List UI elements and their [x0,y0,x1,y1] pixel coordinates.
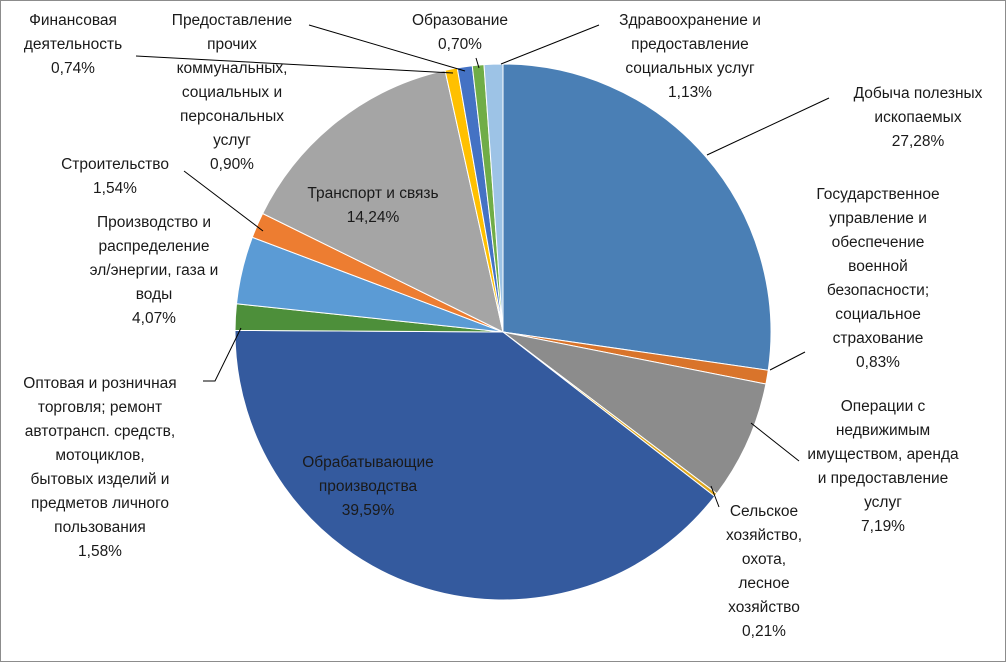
data-label-line: 0,70% [438,36,482,53]
data-label-line: охота, [742,551,786,568]
data-label-line: 27,28% [892,133,945,150]
data-label-line: предметов личного [31,495,169,512]
data-label-line: имуществом, аренда [807,446,959,463]
data-label-transport: Транспорт и связь 14,24% [307,185,438,226]
data-label-realestate: Операции с недвижимым имуществом, аренда и … [807,398,959,535]
data-label-line: 1,54% [93,180,137,197]
data-label-line: 0,83% [856,354,900,371]
data-label-line: услуг [213,132,251,149]
data-label-community: Предоставление прочих коммунальных, социаль… [172,12,292,173]
slice-health [483,63,504,333]
data-label-line: лесное [738,575,789,592]
data-label-line: недвижимым [836,422,930,439]
data-label-line: деятельность [24,36,122,53]
leader-line-trade [203,327,242,382]
data-label-mining: Добыча полезных ископаемых 27,28% [854,85,983,150]
data-label-trade: Оптовая и розничная торговля; ремонт автот… [23,375,176,560]
data-label-line: Операции с [841,398,926,415]
slice-mining [502,63,772,371]
data-label-line: Образование [412,12,508,29]
data-label-line: Обрабатывающие [302,454,434,471]
data-label-line: Здравоохранение и [619,12,761,29]
data-label-line: 0,74% [51,60,95,77]
data-label-line: хозяйство [728,599,800,616]
data-label-line: прочих [207,36,257,53]
data-label-agriculture: Сельское хозяйство, охота, лесное хозяйство 0… [726,503,802,640]
data-label-line: Предоставление [172,12,292,29]
data-label-line: пользования [54,519,146,536]
data-label-line: 14,24% [347,209,400,226]
data-label-line: и предоставление [818,470,949,487]
leader-line-education [475,57,480,69]
data-label-line: Производство и [97,214,211,231]
data-label-line: безопасности; [827,282,929,299]
data-label-line: Строительство [61,156,169,173]
data-label-line: 0,90% [210,156,254,173]
data-label-construction: Строительство 1,54% [61,156,169,197]
pie-slices [234,63,772,601]
leader-lines [135,24,830,508]
data-label-line: социальных услуг [625,60,755,77]
data-label-manufacturing: Обрабатывающие производства 39,59% [302,454,434,519]
data-label-line: военной [848,258,908,275]
data-label-govt: Государственное управление и обеспечение во… [816,186,939,371]
leader-line-finance [135,55,454,74]
data-label-line: Добыча полезных [854,85,983,102]
leader-line-govt [769,351,806,371]
data-label-line: 39,59% [342,502,395,519]
data-label-line: 7,19% [861,518,905,535]
data-label-line: Транспорт и связь [307,185,438,202]
data-label-education: Образование 0,70% [412,12,508,53]
data-label-health: Здравоохранение и предоставление социальны… [619,12,761,101]
data-label-line: 1,58% [78,543,122,560]
data-label-line: производства [319,478,418,495]
data-label-line: предоставление [631,36,749,53]
data-label-line: бытовых изделий и [31,471,170,488]
data-label-line: мотоциклов, [55,447,144,464]
data-label-line: страхование [833,330,924,347]
data-label-line: воды [136,286,173,303]
data-label-line: 1,13% [668,84,712,101]
data-label-line: коммунальных, [177,60,288,77]
data-label-line: торговля; ремонт [38,399,162,416]
data-label-line: социальных и [182,84,282,101]
data-label-line: распределение [99,238,210,255]
slice-realestate [502,331,767,495]
leader-line-realestate [750,422,800,462]
slice-labels: Добыча полезных ископаемых 27,28% Государст… [23,12,982,640]
data-label-line: хозяйство, [726,527,802,544]
slice-transport [261,69,504,333]
data-label-line: управление и [829,210,927,227]
data-label-line: 4,07% [132,310,176,327]
data-label-line: Государственное [816,186,939,203]
data-label-line: Сельское [730,503,798,520]
data-label-energy: Производство и распределение эл/энергии, г… [90,214,219,327]
data-label-line: автотрансп. средств, [25,423,175,440]
data-label-line: 0,21% [742,623,786,640]
leader-line-agriculture [710,485,720,508]
leader-line-construction [183,170,264,232]
data-label-line: Финансовая [29,12,117,29]
data-label-line: ископаемых [874,109,961,126]
leader-line-mining [706,97,830,156]
data-label-line: Оптовая и розничная [23,375,176,392]
data-label-line: услуг [864,494,902,511]
data-label-line: эл/энергии, газа и [90,262,219,279]
leader-line-health [500,24,600,65]
slice-manufacturing [234,329,716,601]
leader-line-community [308,24,466,72]
data-label-line: социальное [835,306,921,323]
data-label-line: обеспечение [832,234,925,251]
data-label-line: персональных [180,108,284,125]
data-label-finance: Финансовая деятельность 0,74% [24,12,122,77]
